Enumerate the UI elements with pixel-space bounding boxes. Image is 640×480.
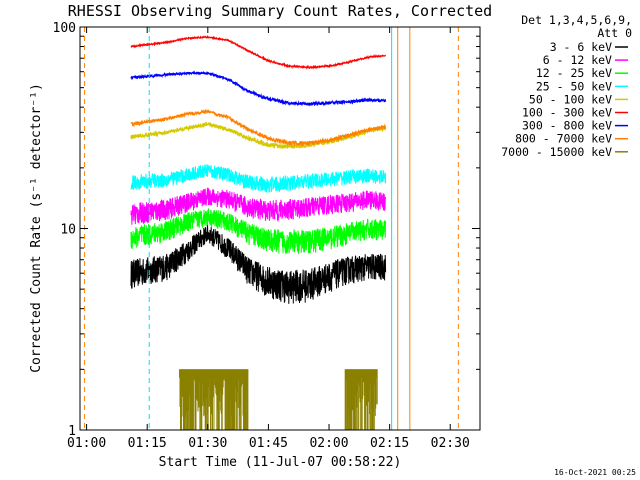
series-7000-15000-kev [179,369,378,430]
trace-layer [130,34,387,430]
marker-layer [84,27,459,430]
chart-title: RHESSI Observing Summary Count Rates, Co… [68,2,492,20]
x-tick-label: 02:00 [309,436,348,451]
y-tick-label: 100 [53,21,76,36]
series-25-50-kev [130,164,387,193]
series-300-800-kev [130,70,387,107]
x-tick-label: 02:15 [370,436,409,451]
x-tick-label: 01:00 [67,436,106,451]
series-6-12-kev [130,187,387,225]
series-50-100-kev [130,121,387,150]
series-100-300-kev [130,34,386,70]
x-tick-label: 01:45 [249,436,288,451]
series-12-25-kev [130,208,387,255]
y-tick-label: 1 [68,424,76,439]
legend-header-line-1: Det 1,3,4,5,6,9, [521,13,632,27]
x-tick-label: 02:30 [431,436,470,451]
axis-layer: 01:00 01:15 01:30 01:45 02:00 02:15 02:30 1 10 10… [53,21,480,451]
legend-item-label: 50 - 100 keV [529,92,612,106]
x-axis-label: Start Time (11-Jul-07 00:58:22) [159,455,402,470]
y-tick-label: 10 [60,223,76,238]
x-tick-label: 01:15 [128,436,167,451]
legend-item-label: 12 - 25 keV [536,66,612,80]
legend-item-label: 6 - 12 keV [543,53,612,67]
legend-item-label: 300 - 800 keV [522,119,612,133]
legend-item-label: 25 - 50 keV [536,79,612,93]
x-tick-label: 01:30 [188,436,227,451]
legend-header-line-2: Att 0 [597,26,632,40]
footer-date: 16-Oct-2021 00:25 [554,468,636,477]
y-axis-label: Corrected Count Rate (s⁻¹ detector⁻¹) [29,83,44,373]
legend-item-label: 3 - 6 keV [550,40,612,54]
series-3-6-kev [130,224,387,304]
legend-item-label: 7000 - 15000 keV [501,145,612,159]
legend-item-label: 800 - 7000 keV [515,132,612,146]
series-800-7000-kev [130,108,387,147]
legend-item-label: 100 - 300 keV [522,106,612,120]
